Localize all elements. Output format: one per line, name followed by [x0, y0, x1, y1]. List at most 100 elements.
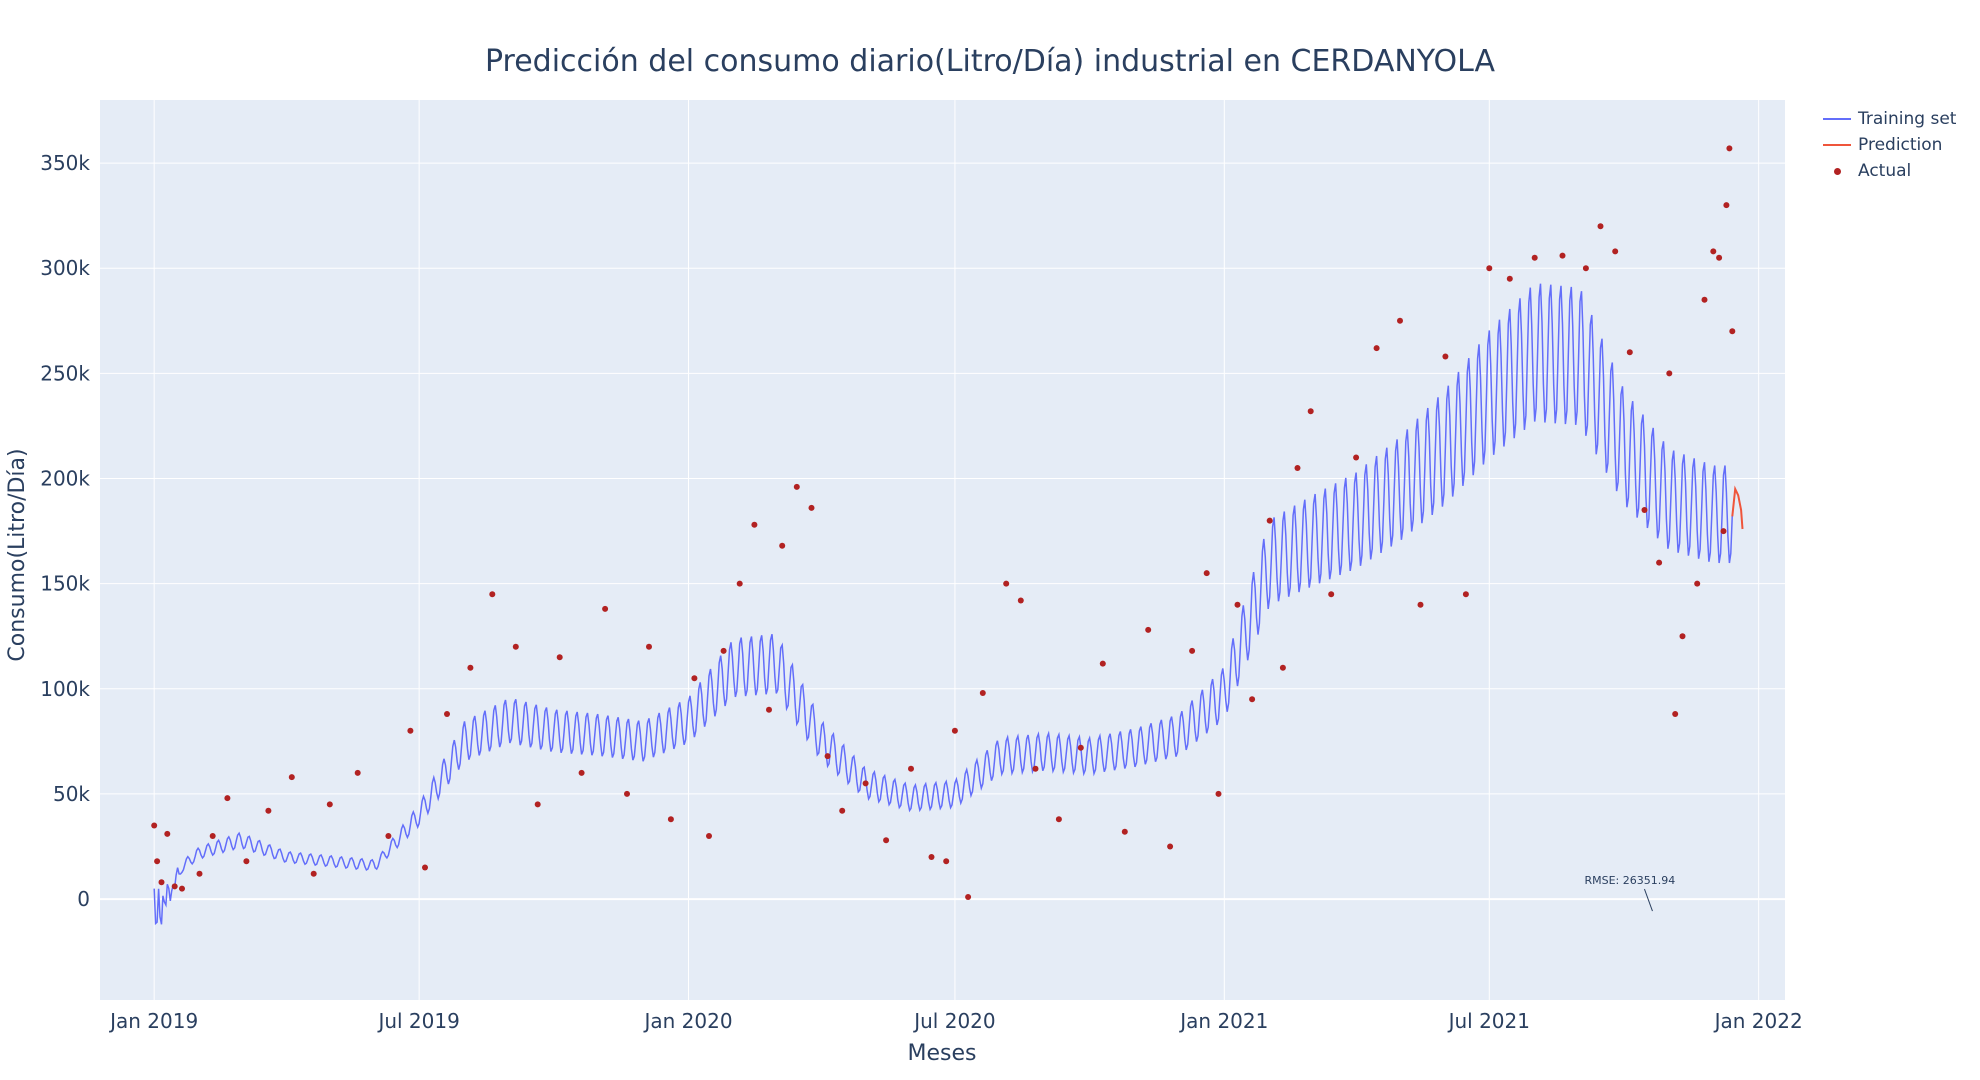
y-tick-label: 100k — [40, 677, 90, 701]
actual-point — [1373, 345, 1380, 352]
actual-point — [1641, 507, 1648, 513]
actual-point — [706, 833, 712, 839]
actual-point — [751, 521, 758, 528]
legend-label: Training set — [1858, 109, 1957, 129]
actual-point — [179, 885, 185, 892]
actual-point — [691, 675, 698, 682]
actual-point — [793, 483, 800, 490]
y-tick-label: 0 — [77, 887, 90, 911]
actual-point — [1612, 248, 1619, 255]
actual-point — [489, 591, 496, 598]
actual-point — [164, 830, 171, 837]
actual-point — [224, 795, 231, 802]
actual-point — [1189, 647, 1196, 654]
legend-line-icon — [1820, 132, 1854, 158]
actual-point — [1099, 660, 1106, 667]
actual-point — [534, 801, 541, 808]
actual-point — [1353, 454, 1360, 461]
rmse-annotation: RMSE: 26351.94 — [1584, 874, 1676, 888]
actual-point — [467, 664, 474, 671]
actual-point — [602, 605, 609, 612]
legend-dot-icon — [1820, 158, 1854, 184]
actual-point — [1656, 559, 1663, 566]
actual-point — [1582, 265, 1589, 272]
actual-point — [1729, 328, 1736, 335]
chart-title: Predicción del consumo diario(Litro/Día)… — [484, 44, 1496, 79]
actual-point — [1626, 349, 1633, 356]
actual-point — [1307, 408, 1314, 415]
actual-point — [243, 858, 250, 865]
training-set-line — [153, 283, 1734, 926]
actual-point — [928, 854, 935, 860]
actual-point — [1266, 517, 1273, 524]
actual-point — [196, 870, 203, 877]
x-tick-label: Jul 2019 — [376, 1009, 459, 1033]
actual-point — [1723, 202, 1730, 209]
series-layer — [151, 145, 1744, 926]
actual-point — [979, 690, 986, 696]
x-tick-label: Jul 2021 — [1447, 1009, 1530, 1033]
actual-point — [1003, 580, 1010, 587]
actual-point — [1720, 528, 1727, 535]
legend-line-icon — [1820, 106, 1854, 132]
actual-point — [1710, 248, 1717, 255]
legend: Training set Prediction Actual — [1820, 106, 1956, 184]
actual-point — [624, 790, 630, 797]
legend-item-prediction[interactable]: Prediction — [1820, 132, 1956, 158]
actual-point — [720, 647, 727, 654]
actual-point — [824, 753, 831, 760]
actual-point — [1121, 828, 1128, 835]
actual-point — [1726, 145, 1733, 152]
actual-point — [407, 727, 414, 734]
actual-point — [862, 780, 869, 787]
x-tick-label: Jul 2020 — [912, 1009, 995, 1033]
legend-item-training[interactable]: Training set — [1820, 106, 1956, 132]
prediction-line — [1731, 485, 1744, 530]
y-tick-label: 300k — [40, 256, 90, 280]
y-tick-label: 50k — [53, 782, 90, 806]
legend-label: Actual — [1858, 161, 1912, 181]
y-axis-title: Consumo(Litro/Día) — [5, 448, 30, 661]
actual-point — [385, 833, 392, 839]
annotation-arrow — [1643, 888, 1653, 912]
actual-point — [908, 765, 914, 772]
actual-point — [1328, 591, 1335, 598]
actual-point — [951, 727, 958, 734]
grid — [100, 100, 1785, 1000]
actual-point — [779, 542, 786, 549]
actual-point — [171, 883, 178, 890]
actual-point — [1167, 843, 1174, 850]
actual-point — [1203, 570, 1210, 577]
actual-point — [965, 894, 972, 900]
actual-point — [943, 858, 950, 865]
actual-point — [151, 822, 158, 829]
legend-item-actual[interactable]: Actual — [1820, 158, 1956, 184]
actual-point — [556, 654, 563, 661]
actual-point — [265, 807, 272, 814]
actual-point — [1672, 711, 1679, 717]
actual-point — [1145, 626, 1152, 633]
actual-point — [1397, 317, 1403, 324]
actual-point — [883, 837, 890, 844]
actual-point — [288, 774, 295, 781]
actual-point — [422, 864, 428, 871]
actual-point — [736, 580, 743, 587]
legend-label: Prediction — [1858, 135, 1943, 155]
actual-point — [1694, 580, 1701, 587]
actual-point — [1077, 744, 1084, 751]
x-tick-label: Jan 2019 — [108, 1009, 198, 1033]
actual-point — [1017, 597, 1024, 604]
actual-point — [1506, 275, 1513, 282]
actual-point — [1417, 601, 1424, 608]
actual-point — [354, 769, 361, 776]
actual-point — [578, 769, 585, 776]
actual-point — [1055, 816, 1062, 823]
actual-point — [808, 504, 815, 511]
tick-labels: 0 50k 100k 150k 200k 250k 300k 350k Jan 2019 Jul … — [40, 151, 1802, 1033]
actual-point — [1442, 353, 1449, 360]
actual-point — [154, 858, 161, 865]
actual-point — [1666, 370, 1673, 377]
actual-point — [1215, 790, 1222, 797]
x-tick-label: Jan 2022 — [1713, 1009, 1803, 1033]
